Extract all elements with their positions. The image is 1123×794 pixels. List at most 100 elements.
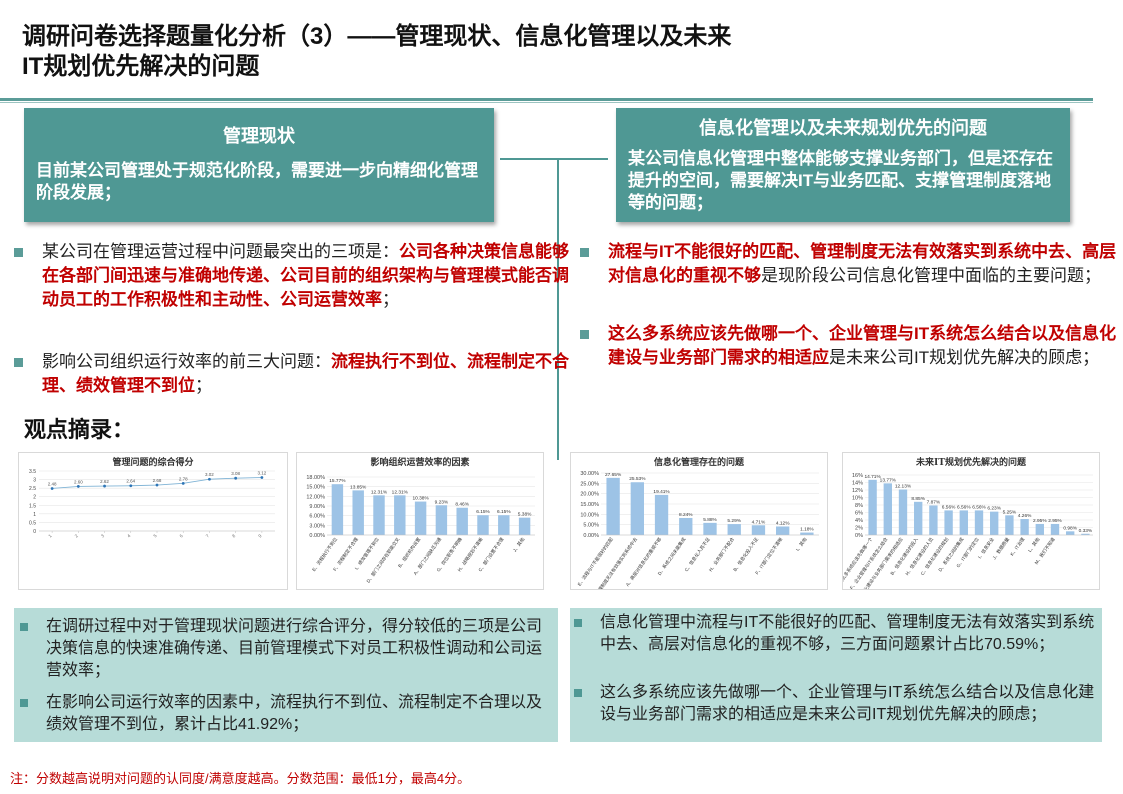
data-label: 5.25% xyxy=(1003,509,1017,515)
bar xyxy=(498,515,510,535)
y-tick-label: 0 xyxy=(33,529,36,535)
chart-efficiency-factors: 影响组织运营效率的因素 0.00% 3.00% 6.00% 9.00% 12.00% 15.… xyxy=(296,452,544,590)
data-label: 2.68 xyxy=(153,478,162,483)
x-tick-label: B、信息化投入不足 xyxy=(732,536,761,573)
y-tick-label: 1.5 xyxy=(29,503,36,509)
it-management-body: 某公司信息化管理中整体能够支撑业务部门，但是还存在提升的空间，需要解决IT与业务… xyxy=(628,149,1053,212)
summary-right-1: 信息化管理中流程与IT不能很好的匹配、管理制度无法有效落实到系统中去、高层对信息… xyxy=(574,612,1100,656)
x-tick-label: 4 xyxy=(126,533,132,539)
bullet-square xyxy=(580,248,589,257)
chart-it-problems: 信息化管理存在的问题 0.00% 5.00% 10.00% 15.00% 20.00% 25… xyxy=(570,452,828,603)
bar xyxy=(679,517,693,535)
y-tick-label: 0% xyxy=(855,533,863,539)
y-tick-label: 2.5 xyxy=(29,486,36,492)
x-tick-label: 6 xyxy=(179,533,185,539)
y-tick-label: 0.00% xyxy=(309,533,325,539)
left-bullet-1-highlight: 公司各种决策信息能够在各部门间迅速与准确地传递、公司目前的组织架构与管理模式能否… xyxy=(42,242,569,309)
y-tick-label: 30.00% xyxy=(580,471,599,477)
y-tick-label: 6% xyxy=(855,511,863,517)
bar xyxy=(974,510,984,535)
bar xyxy=(703,522,717,535)
left-bullet-2: 影响公司组织运行效率的前三大问题：流程执行不到位、流程制定不合理、绩效管理不到位… xyxy=(14,350,582,398)
data-label: 6.15% xyxy=(497,509,511,515)
chart-it-priorities-svg: 未来IT规划优先解决的问题 0%2% 4%6% 8%10% 12%14% 16% 14.71… xyxy=(832,456,1093,607)
title-rule-thin xyxy=(0,102,1093,103)
summary-left-2: 在影响公司运行效率的因素中，流程执行不到位、流程制定不合理以及绩效管理不到位，累… xyxy=(20,692,552,736)
data-label: 6.15% xyxy=(476,509,490,515)
data-label: 2.64 xyxy=(126,479,135,484)
bar xyxy=(868,479,877,535)
y-tick-label: 15.00% xyxy=(306,485,325,491)
bar xyxy=(944,510,953,535)
y-tick-label: 14% xyxy=(852,481,863,487)
data-label: 3.02 xyxy=(205,472,214,477)
bar xyxy=(654,494,669,535)
bullet-square xyxy=(574,689,582,697)
bar xyxy=(1066,531,1075,535)
bar xyxy=(435,505,448,535)
data-point xyxy=(208,477,211,481)
data-label: 2.95% xyxy=(1048,518,1062,524)
bar xyxy=(914,501,923,535)
y-tick-label: 3 xyxy=(33,478,36,484)
data-label: 19.41% xyxy=(653,489,670,495)
y-tick-label: 3.5 xyxy=(29,469,36,475)
data-label: 2.62 xyxy=(100,479,109,484)
y-tick-label: 2 xyxy=(33,495,36,501)
data-point xyxy=(155,483,159,487)
bar xyxy=(518,517,531,535)
data-label: 5.88% xyxy=(703,517,717,523)
bar xyxy=(1005,515,1014,535)
data-label: 12.31% xyxy=(392,489,409,495)
data-label: 8.85% xyxy=(911,496,925,502)
data-label: 4.26% xyxy=(1018,513,1032,519)
x-tick-label: J、其他 xyxy=(511,536,526,554)
connector-vertical xyxy=(557,160,559,460)
data-label: 10.38% xyxy=(412,496,429,502)
chart-title: 信息化管理存在的问题 xyxy=(654,456,745,468)
y-tick-label: 2% xyxy=(855,526,863,532)
data-label: 2.78 xyxy=(179,476,188,481)
bar xyxy=(959,510,968,535)
bar xyxy=(630,482,644,535)
x-tick-label: 9 xyxy=(257,533,263,539)
right-bullet-1-highlight: 流程与IT不能很好的匹配、管理制度无法有效落实到系统中去、高层对信息化的重视不够 xyxy=(608,242,1117,285)
bar xyxy=(373,495,385,535)
data-label: 5.38% xyxy=(518,512,532,518)
data-label: 4.71% xyxy=(752,519,766,525)
x-tick-label: F、IT部门定位不清晰 xyxy=(754,536,785,576)
bullet-square xyxy=(14,358,23,367)
data-label: 6.56% xyxy=(942,504,956,510)
y-tick-label: 16% xyxy=(852,473,863,479)
page-title-line1: 调研问卷选择题量化分析（3）——管理现状、信息化管理以及未来 xyxy=(22,23,732,50)
data-point xyxy=(76,485,80,488)
y-tick-label: 0.5 xyxy=(29,520,36,526)
bullet-square xyxy=(574,619,582,627)
y-tick-label: 10.00% xyxy=(580,512,599,518)
bar xyxy=(751,525,766,535)
y-tick-label: 18.00% xyxy=(306,475,325,481)
data-label: 2.95% xyxy=(1033,518,1047,524)
y-tick-label: 9.00% xyxy=(309,504,325,510)
left-bullet-1-text: 某公司在管理运营过程中问题最突出的三项是： xyxy=(42,242,399,261)
data-label: 6.56% xyxy=(957,504,971,510)
bar xyxy=(990,511,999,535)
management-status-card: 管理现状 目前某公司管理处于规范化阶段，需要进一步向精细化管理阶段发展； xyxy=(24,108,494,222)
right-bullet-1-text: 是现阶段公司信息化管理中面临的主要问题； xyxy=(761,266,1101,285)
bar xyxy=(414,501,427,535)
data-label: 12.31% xyxy=(371,489,388,495)
data-point xyxy=(50,487,54,490)
footnote: 注：分数越高说明对问题的认同度/满意度越高。分数范围：最低1分，最高4分。 xyxy=(10,771,471,786)
bar xyxy=(1050,523,1060,535)
summary-left-2-text: 在影响公司运行效率的因素中，流程执行不到位、流程制定不合理以及绩效管理不到位，累… xyxy=(46,694,543,733)
data-label: 13.77% xyxy=(880,477,897,483)
bullet-square xyxy=(20,699,28,707)
x-tick-label: K、IT治理 xyxy=(1008,536,1026,557)
summary-left-1-text: 在调研过程中对于管理现状问题进行综合评分，得分较低的三项是公司决策信息的快速准确… xyxy=(46,618,543,679)
x-tick-label: 5 xyxy=(152,533,158,539)
bar xyxy=(477,515,489,535)
data-label: 9.23% xyxy=(435,499,449,505)
data-label: 8.46% xyxy=(455,502,469,508)
data-label: 0.33% xyxy=(1079,528,1093,534)
bar xyxy=(352,490,364,535)
